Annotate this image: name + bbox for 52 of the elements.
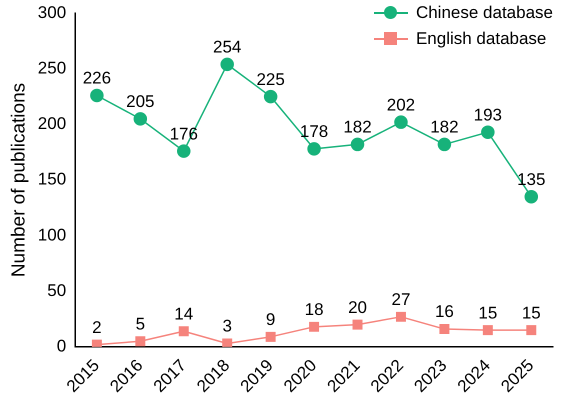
data-label: 182 [343,118,372,137]
point [482,325,493,336]
data-label: 9 [266,310,276,330]
data-label: 18 [304,300,324,320]
data-label: 27 [392,290,410,309]
data-label: 254 [213,38,242,57]
y-tick-label: 50 [47,280,66,300]
point [481,125,495,139]
data-label: 15 [522,303,541,322]
data-label: 193 [474,105,502,124]
data-label: 182 [430,118,459,137]
point [264,90,278,104]
point [438,138,452,152]
y-tick-label: 0 [56,336,66,356]
point [178,326,189,336]
point [177,144,191,158]
point [92,340,102,347]
y-axis-title: Number of publications [8,82,30,278]
legend-label: Chinese database [416,3,553,23]
point [309,322,320,332]
data-label: 16 [434,302,454,322]
y-tick-label: 150 [38,170,66,189]
point [135,336,146,346]
point [266,332,276,342]
point [134,112,148,126]
point [524,190,538,204]
data-label: 2 [92,318,102,337]
point [394,115,408,129]
point [222,338,232,347]
point [526,325,536,336]
y-tick-label: 200 [38,114,66,134]
y-tick-label: 250 [38,58,66,78]
data-label: 202 [386,95,416,114]
point [90,88,104,102]
data-label: 20 [348,298,367,317]
point [352,320,363,330]
data-label: 205 [126,92,155,112]
point [307,142,321,156]
data-label: 15 [478,303,498,322]
point [439,324,450,334]
data-label: 226 [82,68,112,88]
point [350,138,364,152]
data-label: 5 [136,314,146,334]
legend-label: English database [416,29,546,49]
y-tick-label: 100 [38,225,66,244]
point [396,312,406,322]
data-label: 14 [174,304,194,324]
point [220,58,234,72]
y-tick-label: 300 [38,2,66,22]
data-label: 178 [300,122,328,142]
data-label: 3 [222,316,232,336]
data-label: 225 [256,70,285,89]
